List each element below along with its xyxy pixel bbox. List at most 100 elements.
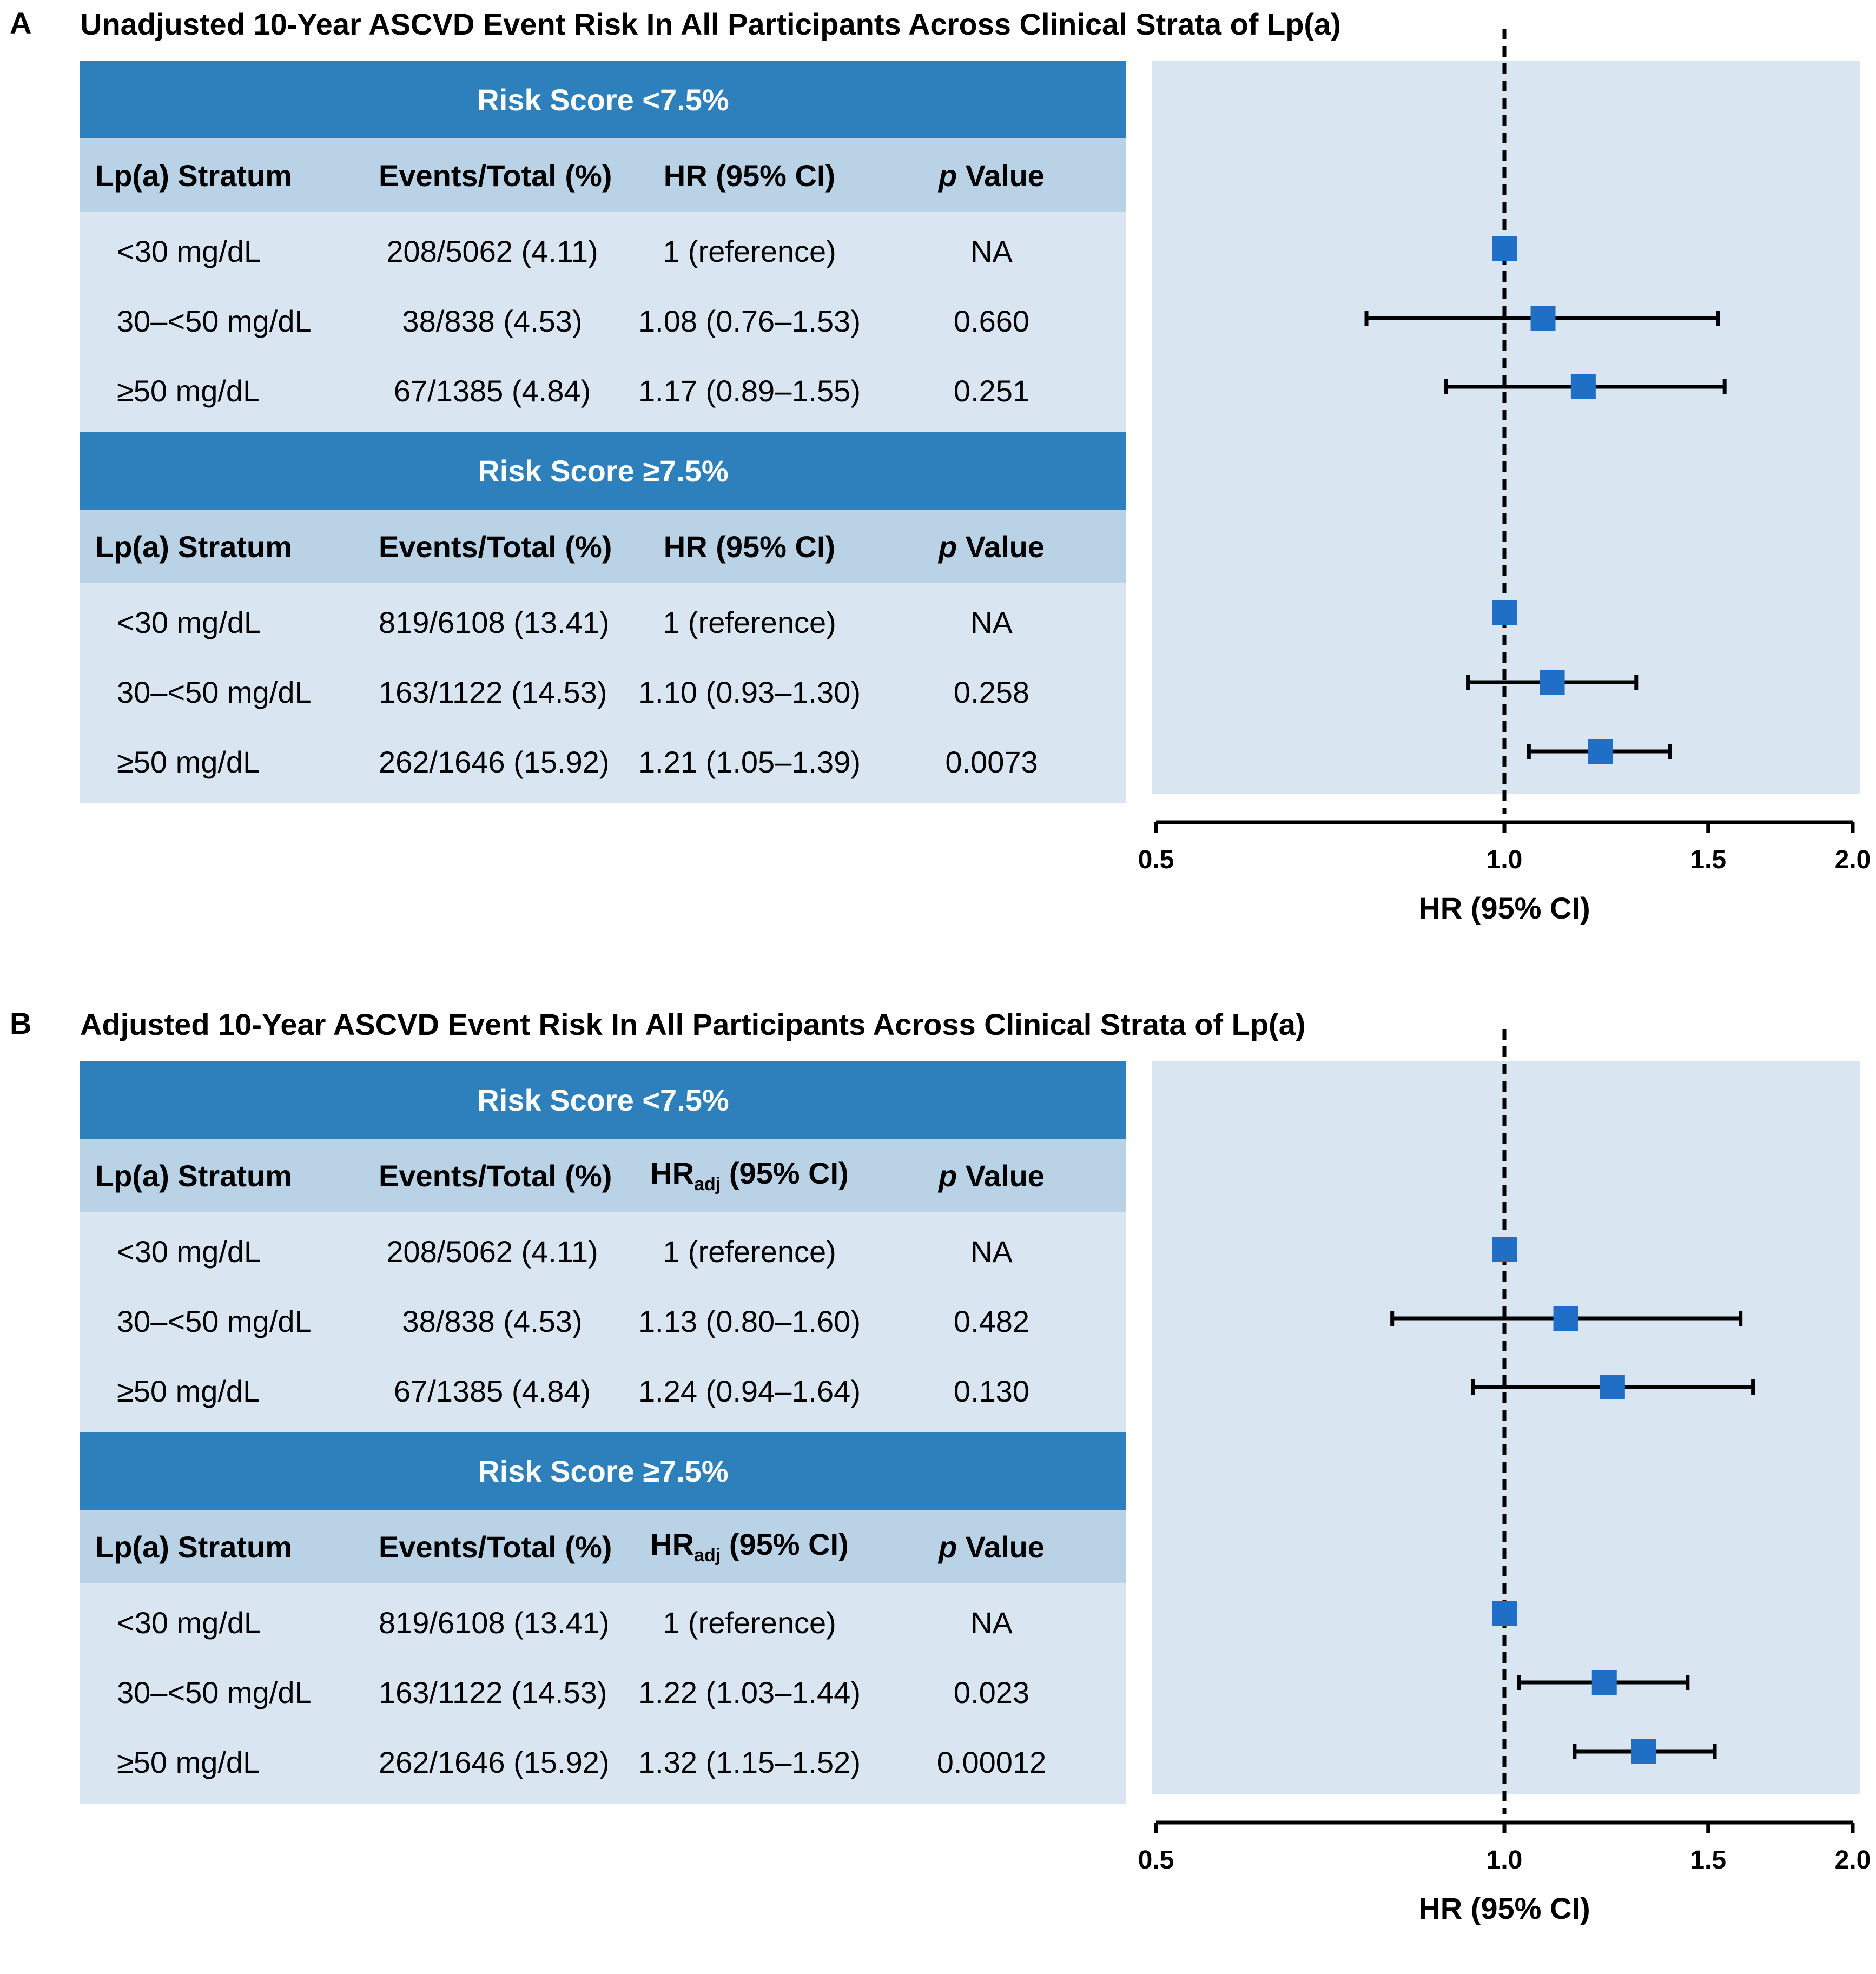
col-header-stratum: Lp(a) Stratum [95,1158,292,1193]
hr-marker [1530,306,1556,331]
p-cell: 0.0073 [945,745,1038,779]
p-cell: 0.660 [953,304,1030,338]
table-row: 30–<50 mg/dL 38/838 (4.53) 1.13 (0.80–1.… [80,1286,1126,1356]
stratum-cell: <30 mg/dL [117,1234,261,1269]
hr-cell: 1 (reference) [663,1606,836,1640]
hr-cell: 1 (reference) [663,1234,836,1269]
ci-word: (95% CI) [729,1527,849,1562]
col-header-events: Events/Total (%) [379,1529,612,1564]
x-tick-label: 0.5 [1138,1846,1174,1874]
events-cell: 208/5062 (4.11) [386,234,598,268]
p-cell: 0.482 [953,1304,1030,1338]
table-row: ≥50 mg/dL 67/1385 (4.84) 1.17 (0.89–1.55… [80,356,1126,426]
table-row: 30–<50 mg/dL 38/838 (4.53) 1.08 (0.76–1.… [80,286,1126,356]
p-cell: 0.023 [953,1675,1030,1709]
forest-plot-svg: 0.5 1.0 1.5 2.0 HR (95% CI) [1138,1029,1871,1925]
hr-marker [1492,1237,1517,1262]
stratum-cell: 30–<50 mg/dL [117,1675,312,1709]
stratum-cell: 30–<50 mg/dL [117,1304,312,1338]
table-row: <30 mg/dL 208/5062 (4.11) 1 (reference) … [80,1217,1126,1286]
hr-cell: 1.17 (0.89–1.55) [638,374,861,408]
stratum-cell: <30 mg/dL [117,1606,261,1640]
hr-marker [1553,1306,1578,1331]
hr-word: HR [650,1156,695,1191]
x-tick-label: 1.5 [1690,1846,1726,1874]
p-word: Value [965,529,1045,564]
forest-table: Risk Score <7.5% Lp(a) Stratum Events/To… [80,1061,1126,1804]
p-cell: NA [970,605,1013,639]
adj-subscript: adj [694,1545,721,1566]
col-header-p: p Value [916,529,1067,564]
events-cell: 819/6108 (13.41) [379,1606,610,1640]
table-row: ≥50 mg/dL 262/1646 (15.92) 1.21 (1.05–1.… [80,727,1126,797]
panel-b: B Adjusted 10-Year ASCVD Event Risk In A… [0,1000,1876,1974]
hr-cell: 1.32 (1.15–1.52) [638,1745,861,1779]
table-header-row: Lp(a) Stratum Events/Total (%) HRadj (95… [80,1510,1126,1583]
col-header-hr: HRadj (95% CI) [621,1156,878,1195]
p-word: Value [965,158,1045,193]
table-row: <30 mg/dL 819/6108 (13.41) 1 (reference)… [80,587,1126,657]
stratum-cell: <30 mg/dL [117,605,261,639]
col-header-stratum: Lp(a) Stratum [95,158,292,193]
events-cell: 262/1646 (15.92) [379,745,610,779]
group-band: Risk Score <7.5% [80,61,1126,138]
hr-marker [1588,739,1613,764]
table-row: ≥50 mg/dL 67/1385 (4.84) 1.24 (0.94–1.64… [80,1356,1126,1426]
p-cell: 0.00012 [936,1745,1047,1779]
col-header-hr: HR (95% CI) [663,158,836,193]
hr-cell: 1.10 (0.93–1.30) [638,675,861,709]
table-row: <30 mg/dL 208/5062 (4.11) 1 (reference) … [80,216,1126,286]
hr-cell: 1 (reference) [663,605,836,639]
panel-title: Unadjusted 10-Year ASCVD Event Risk In A… [80,7,1341,41]
hr-marker [1631,1739,1656,1764]
table-header-row: Lp(a) Stratum Events/Total (%) HRadj (95… [80,1139,1126,1212]
x-tick-label: 0.5 [1138,846,1174,874]
forest-plot-svg: 0.5 1.0 1.5 2.0 HR (95% CI) [1138,29,1871,925]
p-letter: p [938,1529,957,1564]
adj-subscript: adj [694,1174,721,1195]
x-tick-label: 1.0 [1487,1846,1523,1874]
events-cell: 67/1385 (4.84) [393,374,591,408]
events-cell: 67/1385 (4.84) [393,1374,591,1408]
table-rows: <30 mg/dL 819/6108 (13.41) 1 (reference)… [80,1583,1126,1804]
events-cell: 262/1646 (15.92) [379,1745,610,1779]
p-cell: NA [970,234,1013,268]
hr-marker [1600,1375,1625,1399]
hr-marker [1591,1670,1617,1695]
stratum-cell: <30 mg/dL [117,234,261,268]
p-cell: NA [970,1606,1013,1640]
col-header-p: p Value [916,1529,1067,1564]
col-header-p: p Value [916,158,1067,193]
hr-marker [1570,374,1596,399]
x-tick-label: 1.0 [1487,846,1523,874]
stratum-cell: ≥50 mg/dL [117,745,260,779]
col-header-p: p Value [916,1158,1067,1193]
stratum-cell: 30–<50 mg/dL [117,304,312,338]
col-header-events: Events/Total (%) [379,529,612,564]
p-letter: p [938,158,957,193]
forest-table: Risk Score <7.5% Lp(a) Stratum Events/To… [80,61,1126,803]
hr-word: HR [650,1527,695,1562]
stratum-cell: 30–<50 mg/dL [117,675,312,709]
col-header-stratum: Lp(a) Stratum [95,1529,292,1564]
col-header-events: Events/Total (%) [379,1158,612,1193]
table-header-row: Lp(a) Stratum Events/Total (%) HR (95% C… [80,510,1126,583]
events-cell: 163/1122 (14.53) [379,675,607,709]
stratum-cell: ≥50 mg/dL [117,374,260,408]
events-cell: 208/5062 (4.11) [386,1234,598,1269]
events-cell: 163/1122 (14.53) [379,1675,607,1709]
group-band: Risk Score ≥7.5% [80,432,1126,510]
col-header-events: Events/Total (%) [379,158,612,193]
col-header-stratum: Lp(a) Stratum [95,529,292,564]
hr-marker [1492,600,1517,625]
hr-cell: 1.24 (0.94–1.64) [638,1374,861,1408]
events-cell: 38/838 (4.53) [402,1304,583,1338]
table-rows: <30 mg/dL 819/6108 (13.41) 1 (reference)… [80,583,1126,803]
p-word: Value [965,1529,1045,1564]
panel-title: Adjusted 10-Year ASCVD Event Risk In All… [80,1007,1306,1041]
events-cell: 819/6108 (13.41) [379,605,610,639]
hr-cell: 1.21 (1.05–1.39) [638,745,861,779]
table-row: 30–<50 mg/dL 163/1122 (14.53) 1.10 (0.93… [80,657,1126,727]
x-tick-label: 1.5 [1690,846,1726,874]
col-header-hr: HRadj (95% CI) [621,1527,878,1566]
